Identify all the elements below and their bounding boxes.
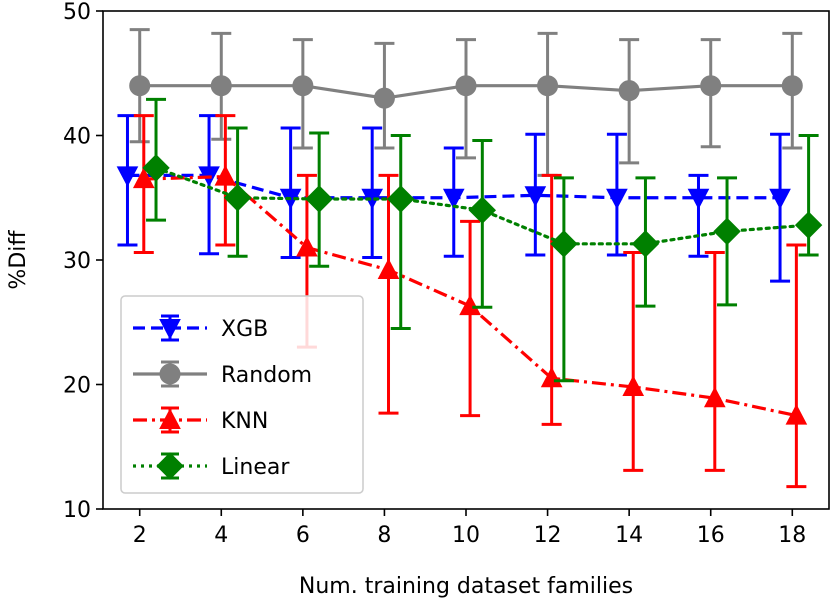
data-point <box>769 188 791 210</box>
series-layer <box>116 28 823 489</box>
data-point <box>387 185 415 213</box>
legend-label: Linear <box>221 455 290 480</box>
x-tick-label: 14 <box>615 523 643 548</box>
legend-item-linear: Linear <box>133 452 290 480</box>
data-point <box>459 294 481 316</box>
data-point <box>631 230 660 258</box>
data-point <box>210 75 232 97</box>
data-point <box>116 166 139 187</box>
legend-item-xgb: XGB <box>133 314 268 342</box>
x-tick-label: 4 <box>214 523 228 548</box>
data-point <box>468 196 497 224</box>
x-axis-label: Num. training dataset families <box>299 574 633 599</box>
data-point <box>142 154 170 182</box>
y-axis-label: %Diff <box>6 230 31 290</box>
data-point <box>713 217 741 246</box>
data-point <box>377 258 400 279</box>
series-random <box>129 28 803 177</box>
data-point <box>781 75 803 97</box>
data-point <box>785 404 808 425</box>
x-tick-label: 16 <box>697 523 725 548</box>
legend: XGB Random KNN Linear <box>120 295 364 494</box>
series-linear <box>142 97 823 383</box>
y-tick-label: 50 <box>63 0 91 25</box>
legend-item-random: Random <box>133 360 312 388</box>
legend-marker <box>159 408 181 429</box>
series-knn <box>132 114 808 489</box>
x-tick-label: 18 <box>778 523 806 548</box>
legend-marker <box>159 319 181 340</box>
y-axis: 10 20 30 40 50 <box>63 0 103 523</box>
data-point <box>700 75 722 97</box>
legend-marker <box>156 452 184 480</box>
legend-item-knn: KNN <box>133 406 268 434</box>
x-axis: 2 4 6 8 10 12 14 16 18 <box>133 509 806 548</box>
data-point <box>703 386 726 408</box>
data-point <box>455 75 477 97</box>
data-point <box>442 188 465 210</box>
data-point <box>618 80 640 102</box>
legend-marker <box>159 363 181 385</box>
legend-label: XGB <box>221 317 268 342</box>
y-tick-label: 30 <box>63 249 91 274</box>
data-point <box>537 75 559 97</box>
data-point <box>524 186 547 207</box>
y-tick-label: 10 <box>63 498 91 523</box>
x-tick-label: 12 <box>534 523 562 548</box>
data-point <box>606 188 628 210</box>
data-point <box>550 230 578 258</box>
data-point <box>794 211 823 239</box>
data-point <box>622 375 645 396</box>
data-point <box>223 184 252 212</box>
data-point <box>214 165 237 186</box>
data-point <box>292 75 314 97</box>
x-tick-label: 8 <box>377 523 391 548</box>
legend-label: Random <box>221 363 312 388</box>
y-tick-label: 40 <box>63 125 91 150</box>
data-point <box>305 185 333 213</box>
data-point <box>373 87 395 109</box>
y-tick-label: 20 <box>63 374 91 399</box>
data-point <box>296 235 318 257</box>
x-tick-label: 6 <box>296 523 310 548</box>
legend-box <box>120 295 364 494</box>
legend-label: KNN <box>221 409 268 434</box>
x-tick-label: 10 <box>452 523 480 548</box>
data-point <box>687 188 710 210</box>
x-tick-label: 2 <box>133 523 147 548</box>
data-point <box>129 75 151 97</box>
data-point <box>132 167 155 189</box>
